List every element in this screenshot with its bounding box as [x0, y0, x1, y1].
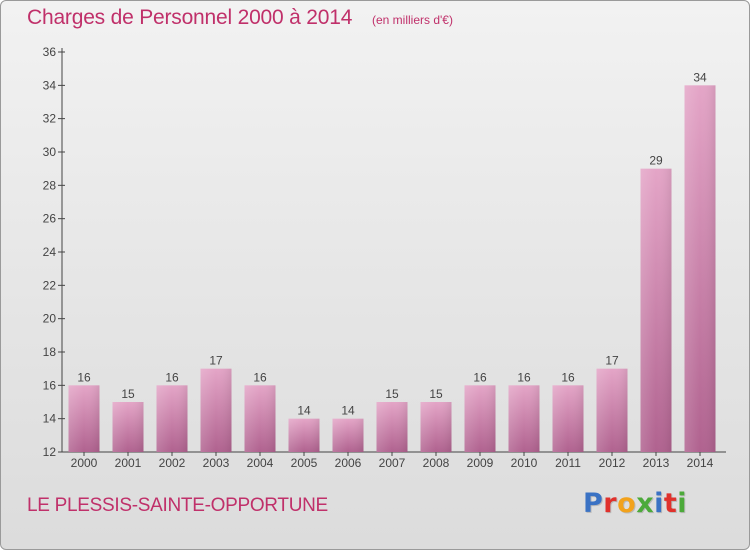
y-tick-label: 14	[43, 412, 57, 426]
bar-sheen-2014	[684, 85, 716, 452]
value-label-2002: 16	[165, 370, 179, 384]
y-tick-label: 20	[43, 312, 57, 326]
x-tick-label-2003: 2003	[203, 456, 230, 470]
y-tick-label: 16	[43, 378, 57, 392]
y-tick-label: 18	[43, 345, 57, 359]
location-name: LE PLESSIS-SAINTE-OPPORTUNE	[27, 495, 328, 516]
x-tick-label-2007: 2007	[379, 456, 406, 470]
value-labels: 16 15 16 17 16 14 14 15 15 16 16 16 17 29 34	[77, 70, 707, 417]
x-tick-label-2004: 2004	[247, 456, 274, 470]
value-label-2006: 14	[341, 404, 355, 418]
bar-sheen-2007	[376, 402, 408, 452]
x-tick-label-2001: 2001	[115, 456, 142, 470]
value-label-2004: 16	[253, 370, 267, 384]
y-tick-label: 30	[43, 145, 57, 159]
bar-sheen-2002	[156, 385, 188, 452]
value-label-2009: 16	[473, 370, 487, 384]
x-tick-label-2000: 2000	[71, 456, 98, 470]
bar-sheen-2005	[288, 418, 320, 452]
proxiti-logo: Proxiti	[583, 488, 687, 519]
logo-letter-o: o	[617, 488, 637, 519]
x-tick-label-2013: 2013	[643, 456, 670, 470]
bar-sheen-2011	[552, 385, 584, 452]
x-tick-label-2012: 2012	[599, 456, 626, 470]
bar-sheen-2010	[508, 385, 540, 452]
value-label-2011: 16	[561, 370, 575, 384]
logo-letter-x: x	[636, 488, 655, 519]
x-tick-label-2010: 2010	[511, 456, 538, 470]
y-tick-label: 34	[43, 78, 57, 92]
y-tick-label: 36	[43, 45, 57, 59]
bars	[68, 85, 716, 452]
chart-subtitle: (en milliers d'€)	[372, 13, 453, 27]
bar-sheen-2000	[68, 385, 100, 452]
value-label-2007: 15	[385, 387, 399, 401]
bar-sheen-2012	[596, 368, 628, 452]
value-label-2012: 17	[605, 354, 619, 368]
value-label-2005: 14	[297, 404, 311, 418]
y-tick-label: 24	[43, 245, 57, 259]
value-label-2013: 29	[649, 154, 663, 168]
bar-sheen-2008	[420, 402, 452, 452]
logo-letter-p: P	[583, 488, 604, 519]
x-tick-label-2009: 2009	[467, 456, 494, 470]
bar-sheen-2001	[112, 402, 144, 452]
x-tick-label-2002: 2002	[159, 456, 186, 470]
y-tick-label: 32	[43, 112, 57, 126]
x-tick-label-2011: 2011	[555, 456, 581, 470]
y-tick-label: 22	[43, 278, 57, 292]
x-tick-label-2006: 2006	[335, 456, 362, 470]
value-label-2008: 15	[429, 387, 443, 401]
value-label-2003: 17	[209, 354, 223, 368]
value-label-2010: 16	[517, 370, 531, 384]
bar-sheen-2013	[640, 168, 672, 452]
bar-sheen-2006	[332, 418, 364, 452]
logo-letter-r: r	[603, 488, 618, 519]
logo-letter-t: t	[663, 488, 678, 519]
y-tick-label: 26	[43, 212, 57, 226]
logo-letter-i2: i	[677, 488, 688, 519]
x-tick-label-2005: 2005	[291, 456, 318, 470]
logo-letter-i: i	[654, 488, 664, 519]
bar-sheen-2003	[200, 368, 232, 452]
x-tick-label-2014: 2014	[687, 456, 714, 470]
value-label-2014: 34	[693, 70, 707, 84]
x-tick-label-2008: 2008	[423, 456, 450, 470]
chart-title: Charges de Personnel 2000 à 2014	[27, 6, 353, 29]
value-label-2000: 16	[77, 370, 91, 384]
y-tick-label: 28	[43, 178, 57, 192]
value-label-2001: 15	[121, 387, 135, 401]
bar-sheen-2009	[464, 385, 496, 452]
y-tick-label: 12	[43, 445, 57, 459]
bar-sheen-2004	[244, 385, 276, 452]
